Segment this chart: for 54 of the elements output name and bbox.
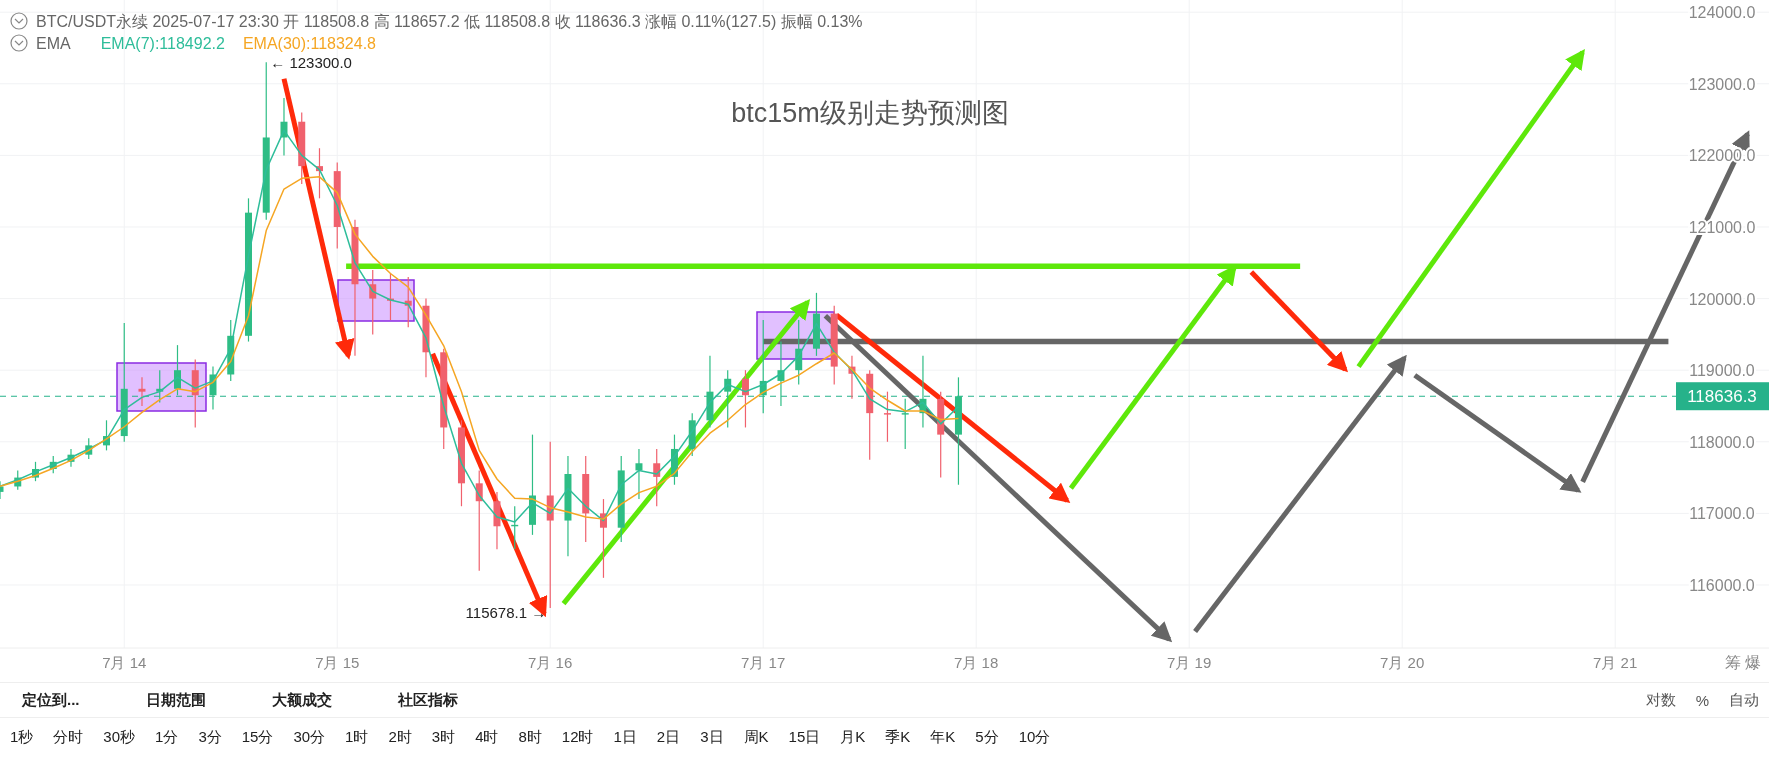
legend-title: EMA [36, 35, 71, 52]
text: 8时 [517, 726, 543, 747]
y-tick-label: 117000.0 [1689, 505, 1755, 523]
text: 3时 [430, 726, 457, 747]
text: 2日 [655, 726, 682, 747]
text: 大额成交 [271, 690, 332, 710]
text: 30分 [292, 726, 327, 747]
x-tick-label: 7月 14 [102, 654, 147, 671]
text: 分时 [52, 726, 85, 747]
text: 1时 [344, 726, 370, 747]
text: % [1695, 691, 1709, 709]
text: 3分 [197, 726, 223, 747]
text: 对数 [1645, 690, 1676, 710]
annotation: BTC/USDT永续 2025-07-17 23:30 开 118508.8 高 118657.2 低 118508.8 收 118636.3 涨幅 0.11%(127.5) 振幅 0.13% [36, 13, 863, 30]
y-tick-label: 116000.0 [1689, 576, 1755, 594]
text: 12时 [560, 726, 595, 747]
text: 15日 [787, 726, 822, 747]
text: 2时 [387, 726, 413, 747]
text: 定位到... [22, 690, 80, 710]
ref-line-label: 118636.3 [1687, 387, 1757, 407]
text: 4时 [474, 726, 500, 747]
y-tick-label: 118000.0 [1689, 433, 1755, 451]
text: 3日 [699, 726, 725, 747]
text: 自动 [1729, 690, 1759, 710]
text: 筹 爆 [1724, 654, 1761, 671]
text: 30秒 [102, 726, 137, 747]
x-tick-label: 7月 16 [528, 654, 573, 671]
text: 年K [929, 726, 957, 747]
y-tick-label: 120000.0 [1688, 290, 1756, 308]
text: 1日 [612, 726, 638, 747]
x-tick-label: 7月 21 [1593, 654, 1638, 671]
text: 社区指标 [397, 690, 458, 710]
text: btc15m级别走势预测图 [731, 98, 1009, 128]
text: EMA(30):118324.8 [242, 35, 377, 52]
x-tick-label: 7月 19 [1167, 654, 1212, 671]
annotation: ← 123300.0 [270, 54, 352, 72]
text: 周K [742, 726, 770, 747]
y-tick-label: 123000.0 [1688, 75, 1756, 93]
text: 1分 [154, 726, 180, 747]
x-tick-label: 7月 18 [954, 654, 999, 671]
text: 1秒 [9, 726, 35, 747]
text: 月K [839, 726, 867, 747]
x-tick-label: 7月 20 [1380, 654, 1425, 671]
y-tick-label: 124000.0 [1688, 4, 1756, 22]
annotation: 115678.1 → [465, 604, 547, 622]
y-tick-label: 119000.0 [1689, 362, 1755, 380]
x-tick-label: 7月 17 [741, 654, 786, 671]
text: 15分 [240, 726, 275, 747]
text: EMA(7):118492.2 [100, 35, 225, 52]
text: 日期范围 [145, 690, 206, 710]
text: 10分 [1017, 726, 1052, 747]
x-tick-label: 7月 15 [315, 654, 360, 671]
text: 5分 [974, 726, 1000, 747]
text: 季K [884, 726, 912, 747]
